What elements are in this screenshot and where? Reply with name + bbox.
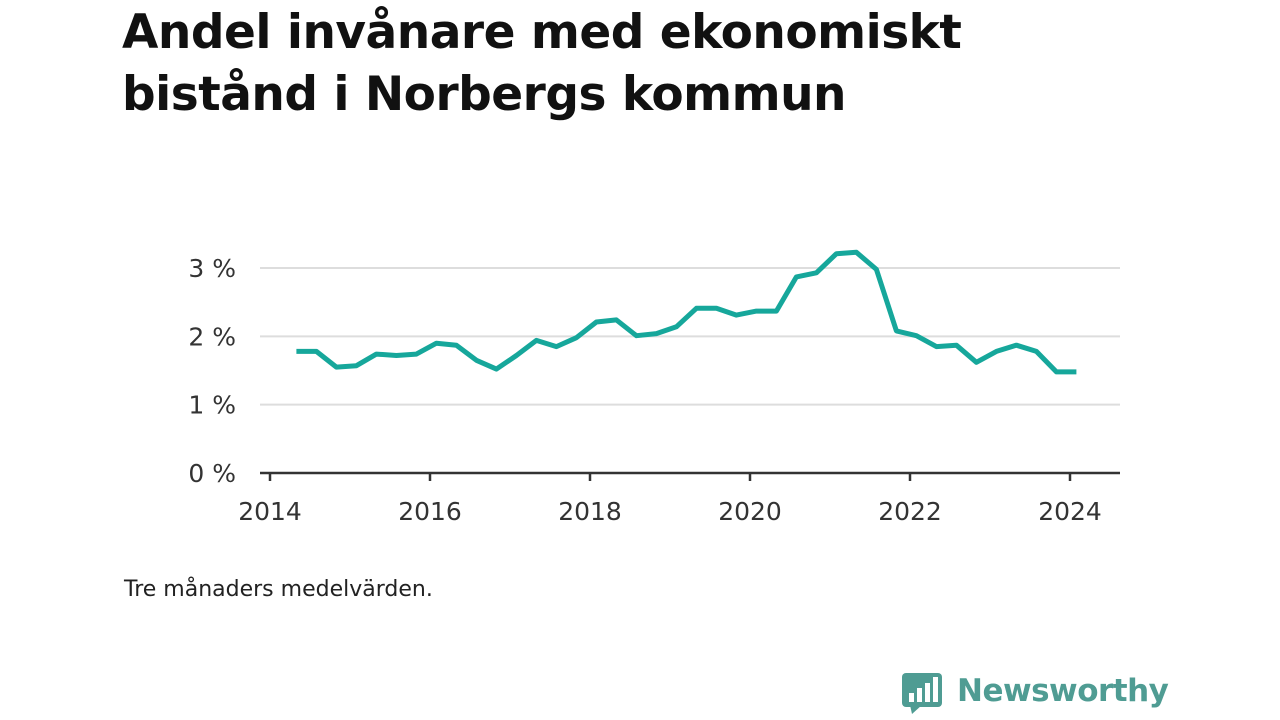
bar-chart-speech-bubble-icon xyxy=(902,673,942,714)
x-axis-ticks xyxy=(268,473,1072,481)
chart-title: Andel invånare med ekonomiskt bistånd i … xyxy=(122,5,962,122)
y-tick-label: 0 % xyxy=(188,459,236,488)
y-tick-label: 2 % xyxy=(188,322,236,351)
brand-name: Newsworthy xyxy=(957,673,1169,709)
x-tick-label: 2016 xyxy=(398,497,462,526)
x-tick-label: 2018 xyxy=(558,497,622,526)
series-layer xyxy=(296,249,1077,375)
brand-logo: Newsworthy xyxy=(900,668,1170,716)
x-tick-label: 2014 xyxy=(238,497,302,526)
grid-lines xyxy=(260,267,1120,406)
y-axis-tick-labels: 0 % 1 % 2 % 3 % xyxy=(188,254,236,488)
x-tick-label: 2020 xyxy=(718,497,782,526)
y-tick-label: 1 % xyxy=(188,391,236,420)
x-tick-label: 2024 xyxy=(1038,497,1102,526)
chart-note: Tre månaders medelvärden. xyxy=(124,577,433,602)
y-tick-label: 3 % xyxy=(188,254,236,283)
series-line xyxy=(296,249,1077,375)
x-axis-tick-labels: 2014 2016 2018 2020 2022 2024 xyxy=(238,497,1102,526)
x-tick-label: 2022 xyxy=(878,497,942,526)
